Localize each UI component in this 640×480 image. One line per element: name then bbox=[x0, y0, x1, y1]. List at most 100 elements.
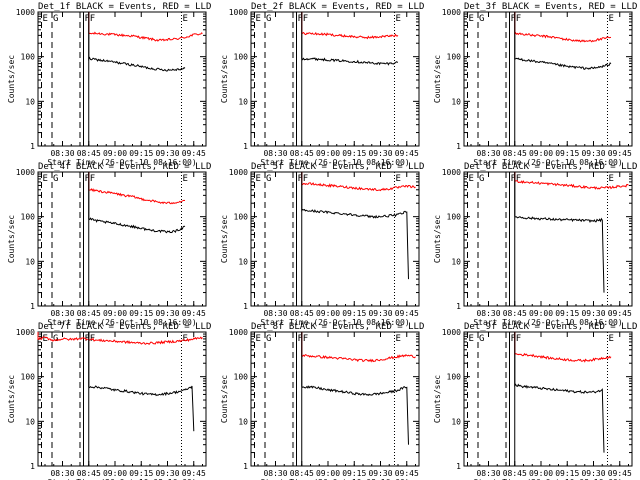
y-axis-label: Counts/sec bbox=[220, 215, 229, 263]
x-tick-label: 09:30 bbox=[155, 309, 179, 318]
x-tick-label: 09:00 bbox=[103, 309, 127, 318]
events-series-line bbox=[514, 332, 605, 453]
plot-frame bbox=[463, 331, 633, 467]
y-tick-label: 10 bbox=[451, 257, 461, 266]
x-axis-label: Start Time (26-Oct-10 08:16:00) bbox=[260, 158, 409, 167]
events-series-line bbox=[88, 12, 186, 72]
y-tick-label: 10 bbox=[238, 257, 248, 266]
y-tick-label: 100 bbox=[234, 373, 249, 382]
panel-title: Det_6f BLACK = Events, RED = LLD bbox=[464, 162, 637, 172]
event-marker-label: E bbox=[43, 334, 48, 344]
events-series-line bbox=[301, 172, 409, 280]
event-marker-label: F bbox=[303, 14, 308, 24]
y-tick-label: 10 bbox=[25, 417, 35, 426]
lld-series-line bbox=[301, 332, 416, 363]
panel-title: Det_7f BLACK = Events, RED = LLD bbox=[38, 322, 211, 332]
x-tick-label: 08:30 bbox=[50, 309, 74, 318]
event-marker-label: G bbox=[266, 334, 271, 344]
detector-panel: Det_7f BLACK = Events, RED = LLD 1 10 100 10… bbox=[7, 322, 211, 480]
y-tick-label: 1 bbox=[30, 142, 35, 151]
x-tick-label: 09:00 bbox=[529, 149, 553, 158]
y-tick-label: 100 bbox=[21, 213, 36, 222]
x-tick-label: 08:45 bbox=[290, 149, 314, 158]
event-marker-label: F bbox=[511, 14, 516, 24]
y-axis-label: Counts/sec bbox=[7, 215, 16, 263]
events-series-line bbox=[88, 332, 195, 432]
x-axis-label: Start Time (26-Oct-10 08:16:00) bbox=[47, 318, 196, 327]
x-tick-label: 09:45 bbox=[608, 149, 632, 158]
x-tick-label: 09:15 bbox=[129, 309, 153, 318]
x-axis-label: Start Time (26-Oct-10 08:16:00) bbox=[473, 318, 622, 327]
x-tick-label: 09:30 bbox=[155, 149, 179, 158]
event-marker-label: E bbox=[469, 14, 474, 24]
plot-frame bbox=[37, 171, 207, 307]
event-marker-label: E bbox=[43, 14, 48, 24]
x-tick-label: 09:30 bbox=[368, 469, 392, 478]
event-marker-label: F bbox=[516, 334, 521, 344]
event-marker-label: E bbox=[469, 174, 474, 184]
x-tick-label: 09:15 bbox=[555, 149, 579, 158]
panel-title: Det_3f BLACK = Events, RED = LLD bbox=[464, 2, 637, 12]
event-marker-label: G bbox=[53, 14, 58, 24]
x-tick-label: 09:00 bbox=[529, 309, 553, 318]
x-tick-label: 09:15 bbox=[555, 309, 579, 318]
x-tick-label: 08:30 bbox=[263, 149, 287, 158]
x-tick-label: 09:15 bbox=[342, 309, 366, 318]
detector-panel: Det_1f BLACK = Events, RED = LLD 1 10 100 10… bbox=[7, 2, 211, 167]
event-marker-label: E bbox=[183, 174, 188, 184]
y-axis-label: Counts/sec bbox=[7, 55, 16, 103]
x-tick-label: 09:00 bbox=[316, 309, 340, 318]
event-marker-label: F bbox=[303, 334, 308, 344]
event-marker-label: G bbox=[479, 174, 484, 184]
x-axis-label: Start Time (26-Oct-10 08:16:00) bbox=[47, 478, 196, 480]
x-tick-label: 09:30 bbox=[581, 149, 605, 158]
y-tick-label: 1000 bbox=[16, 8, 35, 17]
x-tick-label: 08:30 bbox=[476, 149, 500, 158]
x-tick-label: 09:45 bbox=[608, 469, 632, 478]
x-tick-label: 08:45 bbox=[77, 309, 101, 318]
x-tick-label: 09:30 bbox=[368, 149, 392, 158]
x-tick-label: 08:45 bbox=[503, 309, 527, 318]
lld-series-line bbox=[301, 172, 416, 192]
x-tick-label: 08:45 bbox=[503, 469, 527, 478]
y-tick-label: 10 bbox=[25, 97, 35, 106]
lld-series-line bbox=[514, 12, 612, 43]
event-marker-label: F bbox=[303, 174, 308, 184]
y-tick-label: 1000 bbox=[229, 168, 248, 177]
event-marker-label: F bbox=[298, 14, 303, 24]
detector-panel: Det_4f BLACK = Events, RED = LLD 1 10 100 10… bbox=[7, 162, 211, 327]
y-tick-label: 1000 bbox=[442, 168, 461, 177]
event-marker-label: F bbox=[90, 14, 95, 24]
y-tick-label: 1000 bbox=[229, 328, 248, 337]
x-tick-label: 09:30 bbox=[581, 469, 605, 478]
y-tick-label: 1000 bbox=[16, 168, 35, 177]
x-axis-label: Start Time (26-Oct-10 08:16:00) bbox=[473, 478, 622, 480]
y-tick-label: 1 bbox=[30, 462, 35, 471]
x-tick-label: 09:00 bbox=[103, 469, 127, 478]
x-tick-label: 09:15 bbox=[129, 469, 153, 478]
events-series-line bbox=[514, 172, 605, 293]
x-tick-label: 08:30 bbox=[476, 309, 500, 318]
lld-series-line bbox=[37, 332, 203, 346]
event-marker-label: F bbox=[511, 334, 516, 344]
y-tick-label: 10 bbox=[25, 257, 35, 266]
event-marker-label: G bbox=[53, 174, 58, 184]
events-series-line bbox=[301, 332, 409, 445]
y-tick-label: 1000 bbox=[16, 328, 35, 337]
x-tick-label: 08:30 bbox=[50, 469, 74, 478]
y-axis-label: Counts/sec bbox=[433, 215, 442, 263]
x-tick-label: 08:45 bbox=[503, 149, 527, 158]
x-tick-label: 09:45 bbox=[395, 149, 419, 158]
lld-series-line bbox=[514, 332, 612, 363]
panel-title: Det_9f BLACK = Events, RED = LLD bbox=[464, 322, 637, 332]
event-marker-label: F bbox=[90, 174, 95, 184]
lld-series-line bbox=[301, 12, 399, 40]
event-marker-label: G bbox=[479, 14, 484, 24]
y-tick-label: 1 bbox=[243, 142, 248, 151]
plot-frame bbox=[463, 171, 633, 307]
detector-panel: Det_8f BLACK = Events, RED = LLD 1 10 100 10… bbox=[220, 322, 424, 480]
events-series-line bbox=[88, 172, 186, 234]
plot-frame bbox=[463, 11, 633, 147]
x-axis-label: Start Time (26-Oct-10 08:16:00) bbox=[473, 158, 622, 167]
y-tick-label: 100 bbox=[234, 53, 249, 62]
